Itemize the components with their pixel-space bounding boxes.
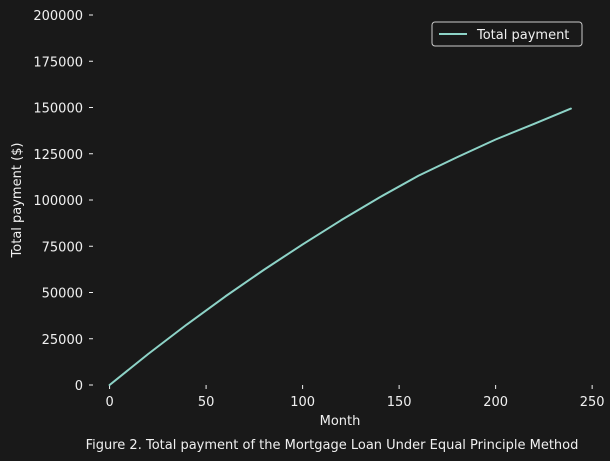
y-tick-label: 50000 — [42, 287, 83, 302]
x-tick-label: 100 — [290, 395, 315, 410]
y-tick-label: 0 — [75, 379, 83, 394]
y-tick-label: 25000 — [42, 333, 83, 348]
y-tick-label: 150000 — [33, 102, 83, 117]
series-line — [108, 107, 572, 386]
y-axis: 0 25000 50000 75000 100000 125000 150000 175000… — [33, 9, 93, 394]
x-axis-label: Month — [320, 414, 361, 429]
x-tick-label: 150 — [387, 395, 412, 410]
y-tick-label: 175000 — [33, 55, 83, 70]
y-axis-label: Total payment ($) — [10, 143, 25, 259]
x-tick-label: 250 — [580, 395, 605, 410]
x-tick-label: 50 — [198, 395, 215, 410]
plot-lines — [108, 107, 572, 386]
figure-caption: Figure 2. Total payment of the Mortgage … — [86, 438, 579, 453]
x-tick-label: 200 — [483, 395, 508, 410]
y-tick-label: 75000 — [42, 240, 83, 255]
y-tick-label: 125000 — [33, 148, 83, 163]
y-tick-label: 200000 — [33, 9, 83, 24]
y-tick-label: 100000 — [33, 194, 83, 209]
legend-label: Total payment — [476, 28, 569, 43]
legend-box — [431, 21, 583, 47]
legend: Total payment — [431, 21, 583, 47]
x-tick-label: 0 — [105, 395, 113, 410]
